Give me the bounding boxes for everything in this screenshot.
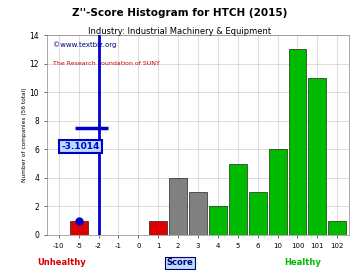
Bar	[70, 221, 87, 235]
Bar	[249, 192, 267, 235]
Bar	[269, 149, 287, 235]
Bar	[288, 49, 306, 235]
Bar	[309, 78, 326, 235]
Bar	[189, 192, 207, 235]
Text: Score: Score	[167, 258, 193, 267]
Bar	[169, 178, 187, 235]
Text: ©www.textbiz.org: ©www.textbiz.org	[53, 41, 116, 48]
Y-axis label: Number of companies (56 total): Number of companies (56 total)	[22, 88, 27, 182]
Text: Healthy: Healthy	[284, 258, 321, 267]
Bar	[229, 164, 247, 235]
Text: -3.1014: -3.1014	[62, 142, 100, 151]
Bar	[209, 206, 227, 235]
Bar	[149, 221, 167, 235]
Text: Industry: Industrial Machinery & Equipment: Industry: Industrial Machinery & Equipme…	[89, 27, 271, 36]
Text: Z''-Score Histogram for HTCH (2015): Z''-Score Histogram for HTCH (2015)	[72, 8, 288, 18]
Text: Unhealthy: Unhealthy	[37, 258, 86, 267]
Text: The Research Foundation of SUNY: The Research Foundation of SUNY	[53, 61, 160, 66]
Bar	[328, 221, 346, 235]
